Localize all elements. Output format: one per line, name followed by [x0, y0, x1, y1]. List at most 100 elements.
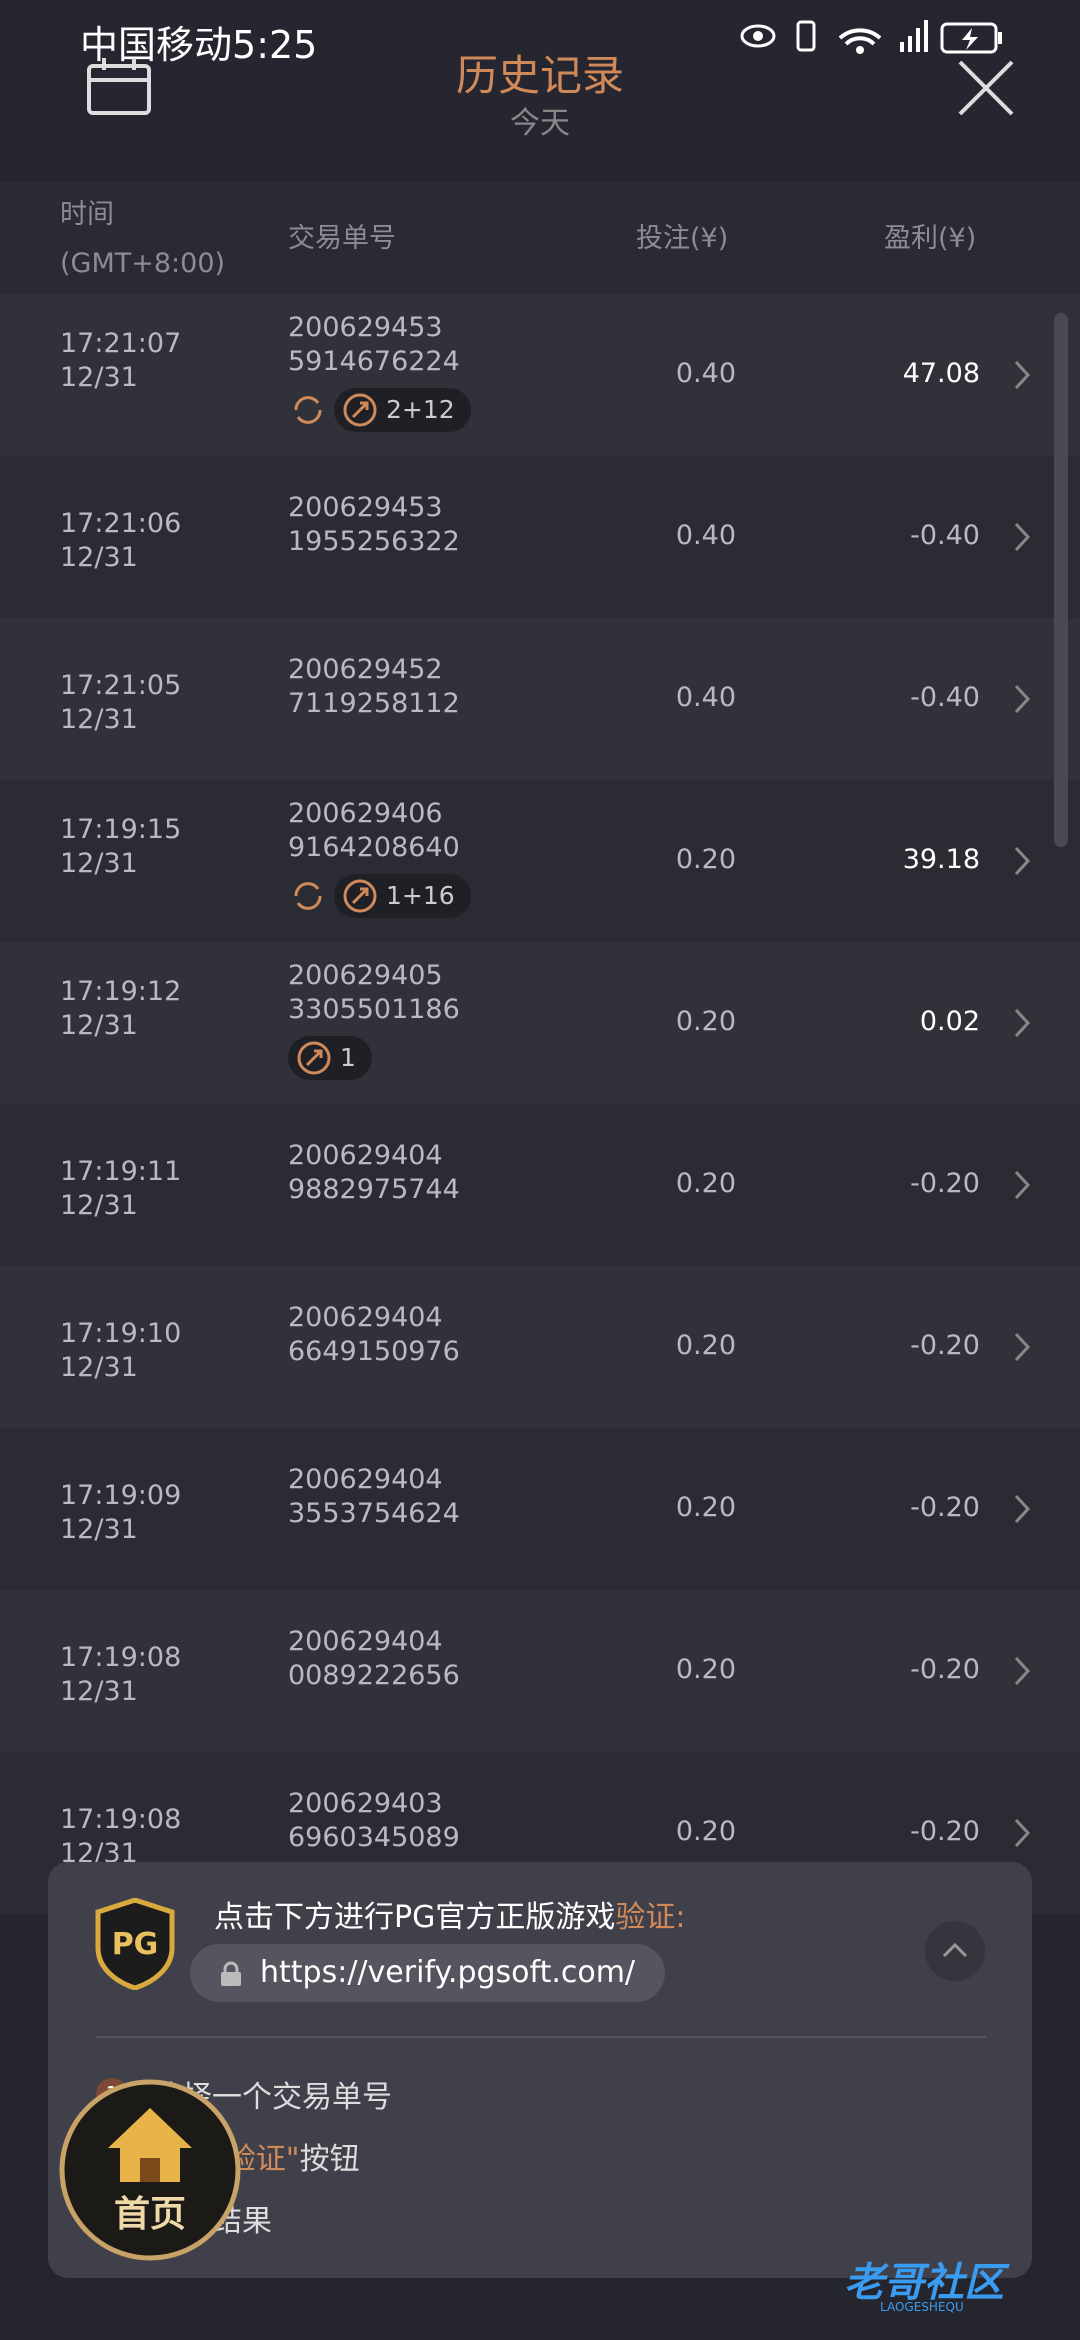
bet: 0.20: [675, 1006, 736, 1037]
profit: -0.20: [910, 1492, 980, 1523]
profit: -0.40: [910, 520, 980, 551]
transaction-id: 9882975744: [288, 1174, 460, 1205]
home-label: 首页: [114, 2194, 186, 2235]
bet: 0.20: [675, 1492, 736, 1523]
scrollbar: [1054, 313, 1068, 847]
date: 12/31: [60, 542, 138, 573]
prompt-text: 点击下方进行PG官方正版游戏: [214, 1900, 616, 1935]
time: 17:21:05: [60, 670, 182, 701]
free-spin-badge: 2+12: [334, 388, 471, 432]
chevron[interactable]: [1010, 844, 1034, 878]
time: 17:19:08: [60, 1804, 182, 1835]
chevron[interactable]: [1010, 1816, 1034, 1850]
col-timezone: (GMT+8:00): [60, 248, 226, 279]
col-id: 交易单号: [288, 223, 396, 254]
profit: -0.20: [910, 1654, 980, 1685]
pg-logo-text: PG: [112, 1927, 159, 1962]
row[interactable]: [0, 456, 1080, 618]
bet: 0.20: [675, 844, 736, 875]
chevron[interactable]: [1010, 1006, 1034, 1040]
calendar-button[interactable]: [86, 58, 152, 116]
watermark-sub: LAOGESHEQU: [880, 2300, 964, 2314]
home-button[interactable]: 首页: [58, 2078, 242, 2262]
transaction-id: 6649150976: [288, 1336, 460, 1367]
row[interactable]: [0, 1104, 1080, 1266]
row[interactable]: [0, 780, 1080, 942]
transaction-id: 5914676224: [288, 346, 460, 377]
chevron[interactable]: [1010, 358, 1034, 392]
bet: 0.20: [675, 1654, 736, 1685]
bet: 0.20: [675, 1816, 736, 1847]
respin-icon: [288, 390, 328, 430]
time: 17:19:09: [60, 1480, 182, 1511]
transaction-id: 200629453: [288, 492, 443, 523]
chevron[interactable]: [1010, 1330, 1034, 1364]
clock: 5:25: [232, 23, 318, 67]
row[interactable]: [0, 1428, 1080, 1590]
free-spin-badge: 1+16: [334, 874, 471, 918]
time: 17:19:12: [60, 976, 182, 1007]
time: 17:19:15: [60, 814, 182, 845]
transaction-id: 9164208640: [288, 832, 460, 863]
bet: 0.40: [675, 520, 736, 551]
profit: -0.20: [910, 1168, 980, 1199]
chevron[interactable]: [1010, 1168, 1034, 1202]
bet: 0.40: [675, 358, 736, 389]
time: 17:19:10: [60, 1318, 182, 1349]
collapse-button[interactable]: [924, 1920, 986, 1982]
row[interactable]: [0, 618, 1080, 780]
chevron[interactable]: [1010, 520, 1034, 554]
date: 12/31: [60, 1352, 138, 1383]
scatter-icon: [343, 879, 377, 913]
date: 12/31: [60, 704, 138, 735]
transaction-id: 6960345089: [288, 1822, 460, 1853]
chevron[interactable]: [1010, 682, 1034, 716]
date: 12/31: [60, 1514, 138, 1545]
watermark: 老哥社区: [844, 2260, 1004, 2306]
col-bet: 投注(¥): [636, 223, 729, 254]
date: 12/31: [60, 1190, 138, 1221]
transaction-id: 200629403: [288, 1788, 443, 1819]
time: 17:21:06: [60, 508, 182, 539]
row[interactable]: [0, 1590, 1080, 1752]
top-bar: [0, 0, 1080, 180]
verify-prompt: 点击下方进行PG官方正版游戏验证:: [214, 1892, 685, 1936]
transaction-id: 200629405: [288, 960, 443, 991]
profit: 0.02: [919, 1006, 980, 1037]
profit: -0.20: [910, 1330, 980, 1361]
header-title: 历史记录: [455, 51, 624, 100]
bet: 0.20: [675, 1168, 736, 1199]
divider: [96, 2036, 986, 2038]
verify-url[interactable]: https://verify.pgsoft.com/: [190, 1944, 666, 2002]
transaction-id: 200629404: [288, 1464, 443, 1495]
transaction-id: 200629452: [288, 654, 443, 685]
row[interactable]: [0, 942, 1080, 1104]
transaction-id: 200629406: [288, 798, 443, 829]
profit: -0.20: [910, 1816, 980, 1847]
chevron[interactable]: [1010, 1492, 1034, 1526]
date: 12/31: [60, 848, 138, 879]
free-spin-badge: 1: [288, 1036, 372, 1080]
bet: 0.20: [675, 1330, 736, 1361]
col-time: 时间: [60, 199, 114, 230]
bet: 0.40: [675, 682, 736, 713]
close-button[interactable]: [956, 58, 1016, 118]
profit: 47.08: [902, 358, 980, 389]
step-part: 按钮: [299, 2142, 360, 2177]
profit: -0.40: [910, 682, 980, 713]
transaction-id: 200629404: [288, 1302, 443, 1333]
row[interactable]: [0, 1266, 1080, 1428]
transaction-id: 200629453: [288, 312, 443, 343]
date: 12/31: [60, 1010, 138, 1041]
transaction-id: 200629404: [288, 1140, 443, 1171]
chevron[interactable]: [1010, 1654, 1034, 1688]
date: 12/31: [60, 1676, 138, 1707]
row[interactable]: [0, 294, 1080, 456]
time: 17:19:08: [60, 1642, 182, 1673]
lock-icon: [221, 1961, 241, 1986]
time: 17:21:07: [60, 328, 182, 359]
transaction-id: 3305501186: [288, 994, 460, 1025]
scatter-icon: [343, 393, 377, 427]
col-profit: 盈利(¥): [884, 223, 977, 254]
